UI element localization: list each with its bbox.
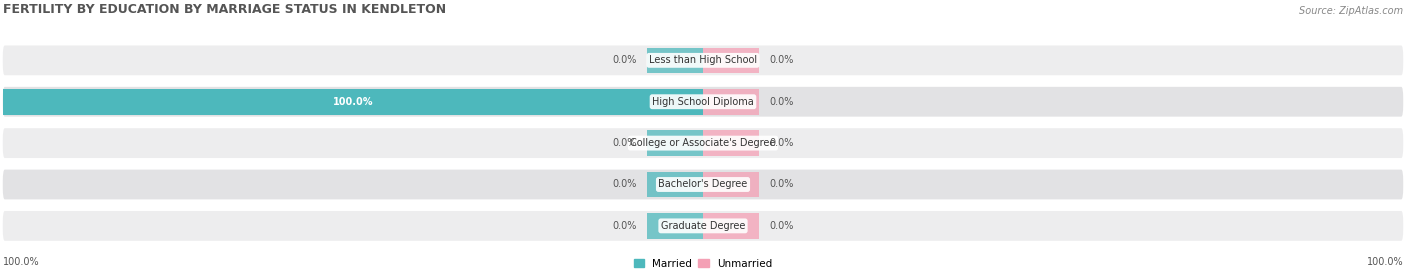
Text: High School Diploma: High School Diploma [652, 97, 754, 107]
Text: 0.0%: 0.0% [769, 221, 794, 231]
Text: 0.0%: 0.0% [612, 138, 637, 148]
Bar [647, 48, 703, 73]
Bar [647, 213, 703, 239]
Bar [703, 48, 759, 73]
Text: 100.0%: 100.0% [3, 257, 39, 267]
Bar [703, 213, 759, 239]
FancyBboxPatch shape [3, 169, 1403, 199]
FancyBboxPatch shape [3, 87, 1403, 117]
Text: 0.0%: 0.0% [612, 221, 637, 231]
Bar [647, 130, 703, 156]
Text: Graduate Degree: Graduate Degree [661, 221, 745, 231]
Text: 0.0%: 0.0% [612, 179, 637, 189]
Bar [703, 172, 759, 197]
Text: Bachelor's Degree: Bachelor's Degree [658, 179, 748, 189]
Text: 0.0%: 0.0% [769, 55, 794, 65]
Text: 0.0%: 0.0% [769, 138, 794, 148]
Text: 100.0%: 100.0% [333, 97, 373, 107]
FancyBboxPatch shape [3, 211, 1403, 241]
Text: 0.0%: 0.0% [769, 97, 794, 107]
Text: 0.0%: 0.0% [612, 55, 637, 65]
Text: 100.0%: 100.0% [1367, 257, 1403, 267]
Text: Less than High School: Less than High School [650, 55, 756, 65]
Text: College or Associate's Degree: College or Associate's Degree [630, 138, 776, 148]
Bar [703, 130, 759, 156]
FancyBboxPatch shape [3, 45, 1403, 75]
Legend: Married, Unmarried: Married, Unmarried [634, 259, 772, 269]
FancyBboxPatch shape [3, 128, 1403, 158]
Text: Source: ZipAtlas.com: Source: ZipAtlas.com [1299, 6, 1403, 16]
Text: 0.0%: 0.0% [769, 179, 794, 189]
Bar [703, 89, 759, 115]
Bar [3, 89, 703, 115]
Bar [647, 172, 703, 197]
Text: FERTILITY BY EDUCATION BY MARRIAGE STATUS IN KENDLETON: FERTILITY BY EDUCATION BY MARRIAGE STATU… [3, 3, 446, 16]
